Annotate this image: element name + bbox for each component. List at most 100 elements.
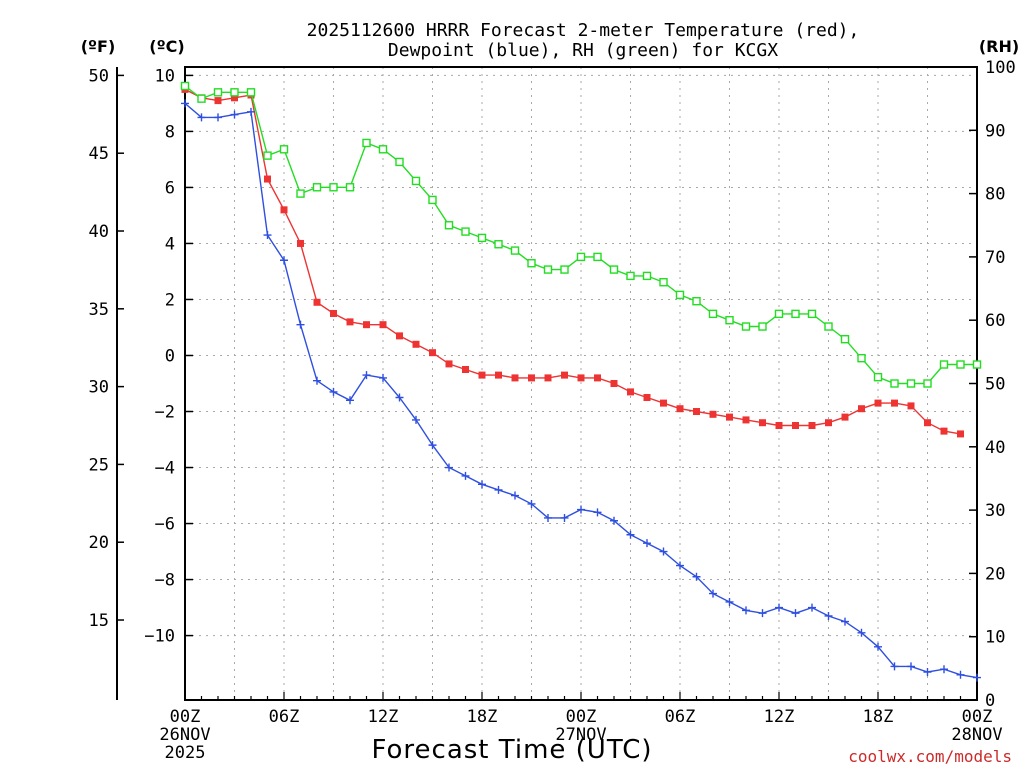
temperature-point [363,321,370,329]
temperature-point [643,394,651,402]
dewpoint-point [362,371,371,380]
temperature-point [577,374,585,382]
dewpoint-point [379,373,387,382]
rh-point [213,88,223,97]
dewpoint-point [907,662,915,671]
temperature-point [792,422,799,430]
dewpoint-point [280,256,288,265]
x-tick-label: 00Z 26NOV 2025 [159,707,210,763]
temperature-point [313,298,321,306]
dewpoint-point [181,99,189,108]
dewpoint-point [313,376,321,385]
temperature-point [462,365,469,373]
x-tick-label-line: 28NOV [951,725,1002,745]
dewpoint-point [874,642,882,651]
chart-title-line-1: 2025112600 HRRR Forecast 2-meter Tempera… [307,20,860,41]
dewpoint-point [742,606,750,615]
x-axis-label: Forecast Time (UTC) [371,735,652,765]
dewpoint-point [890,662,899,671]
temperature-point [660,399,667,407]
rh-point [312,183,322,192]
x-tick-label-line: 00Z [962,707,993,727]
rh-point [626,271,635,281]
temperature-point [676,405,684,413]
rh-point [477,233,487,243]
fahrenheit-tick-label: 45 [89,144,109,164]
dewpoint-point [560,513,569,522]
rh-tick-label: 60 [985,311,1005,331]
temperature-point [214,97,222,105]
axes: 50454035302520151086420−2−4−6−8−10100908… [89,58,1016,711]
rh-point [593,252,602,262]
dewpoint-point [478,480,486,489]
rh-point [890,379,899,388]
celsius-tick-label: 0 [165,346,175,366]
celsius-tick-label: −4 [155,459,175,479]
rh-tick-label: 50 [985,375,1005,395]
temperature-point [396,332,403,340]
dewpoint-point [824,611,833,620]
celsius-tick-label: 8 [165,122,175,142]
x-tick-label-line: 18Z [467,707,498,727]
rh-point [527,259,536,268]
rh-point [461,227,470,236]
temperature-point [231,94,238,102]
rh-point [510,246,520,255]
dewpoint-point [296,320,305,329]
x-tick-label: 00Z 28NOV [951,707,1002,745]
rh-point [972,360,982,369]
temperature-point [412,340,420,348]
dewpoint-point [395,393,404,402]
rh-point [857,353,866,363]
rh-tick-label: 90 [985,121,1005,141]
dewpoint-point [940,665,948,674]
rh-point [296,189,305,198]
temperature-point [264,175,271,183]
x-tick-label: 06Z [269,707,300,727]
dewpoint-point [808,603,816,612]
temperature-point [924,419,931,427]
x-tick-label-line: 06Z [269,707,300,727]
temperature-point [594,374,601,382]
rh-unit-label: (RH) [979,37,1019,56]
rh-point [428,195,437,205]
temperature-point [841,413,849,421]
fahrenheit-tick-label: 15 [89,611,109,631]
temperature-point [808,422,816,430]
temperature-line [184,88,961,435]
x-tick-label-line: 26NOV [159,725,210,745]
rh-point [939,360,949,369]
fahrenheit-tick-label: 20 [89,533,109,553]
rh-point [675,290,685,300]
rh-point [494,240,503,249]
temperature-point [742,416,750,424]
dewpoint-point [230,110,239,119]
temperature-point [891,399,898,407]
celsius-tick-label: −2 [155,403,175,423]
rh-tick-label: 40 [985,438,1005,458]
dewpoint-point [692,572,701,581]
rh-tick-label: 100 [985,58,1016,78]
dewpoint-point [346,396,354,405]
temperature-point [429,349,436,357]
temperature-point [511,374,519,382]
rh-point [180,81,190,91]
rh-tick-label: 10 [985,628,1005,648]
temperature-point [907,402,915,410]
rh-point [873,372,883,382]
temperature-point [858,405,865,413]
temperature-point [495,371,502,379]
x-tick-label-line: 00Z [170,707,201,727]
temperature-point [759,419,766,427]
temperature-point [346,318,354,326]
x-tick-label-line: 2025 [165,743,206,763]
x-tick-label: 12Z [764,707,795,727]
dewpoint-point [329,387,338,396]
celsius-tick-label: −6 [155,515,175,535]
temperature-point [561,371,568,379]
dewpoint-point [593,508,602,517]
temperature-point [445,360,453,368]
rh-point [609,265,619,274]
rh-point [659,278,668,287]
celsius-unit-label: (ºC) [149,37,184,56]
